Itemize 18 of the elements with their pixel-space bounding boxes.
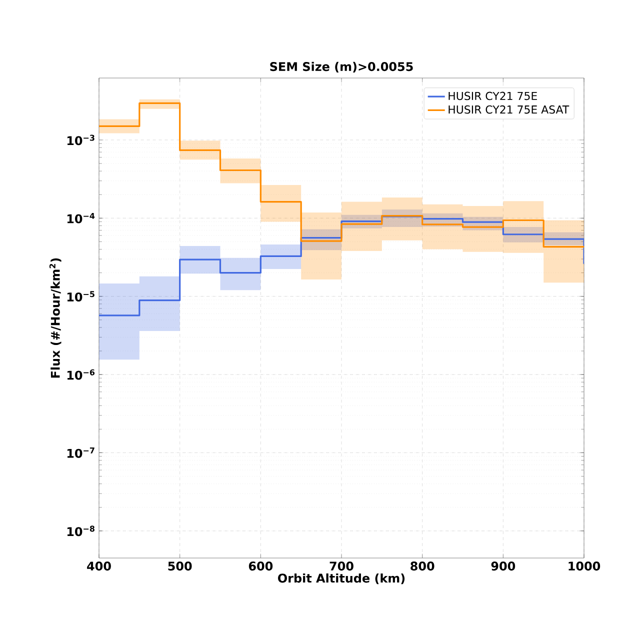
y-tick-label: 10$^{−8}$	[67, 526, 94, 536]
x-tick-label: 400	[87, 562, 111, 571]
x-axis-title: Orbit Altitude (km)	[278, 573, 405, 584]
x-tick-label: 900	[491, 562, 516, 571]
x-tick-label: 1000	[568, 562, 600, 571]
x-tick-label: 600	[248, 562, 273, 571]
chart-title: SEM Size (m)>0.0055	[270, 62, 413, 72]
y-tick-label: 10$^{−3}$	[67, 134, 94, 146]
x-tick-label: 700	[330, 562, 354, 571]
x-tick-label: 500	[168, 562, 192, 571]
y-tick-label: 10$^{−5}$	[67, 291, 94, 302]
y-tick-label: 10$^{−6}$	[67, 369, 95, 380]
y-tick-label: 10$^{−4}$	[67, 212, 95, 224]
y-axis-title: Flux (#/Hour/km$^{2}$)	[49, 258, 62, 378]
y-tick-label: 10$^{−7}$	[67, 448, 94, 458]
legend-label: HUSIR CY21 75E ASAT	[448, 105, 570, 114]
legend-label: HUSIR CY21 75E	[448, 92, 537, 100]
x-tick-label: 800	[410, 562, 434, 571]
